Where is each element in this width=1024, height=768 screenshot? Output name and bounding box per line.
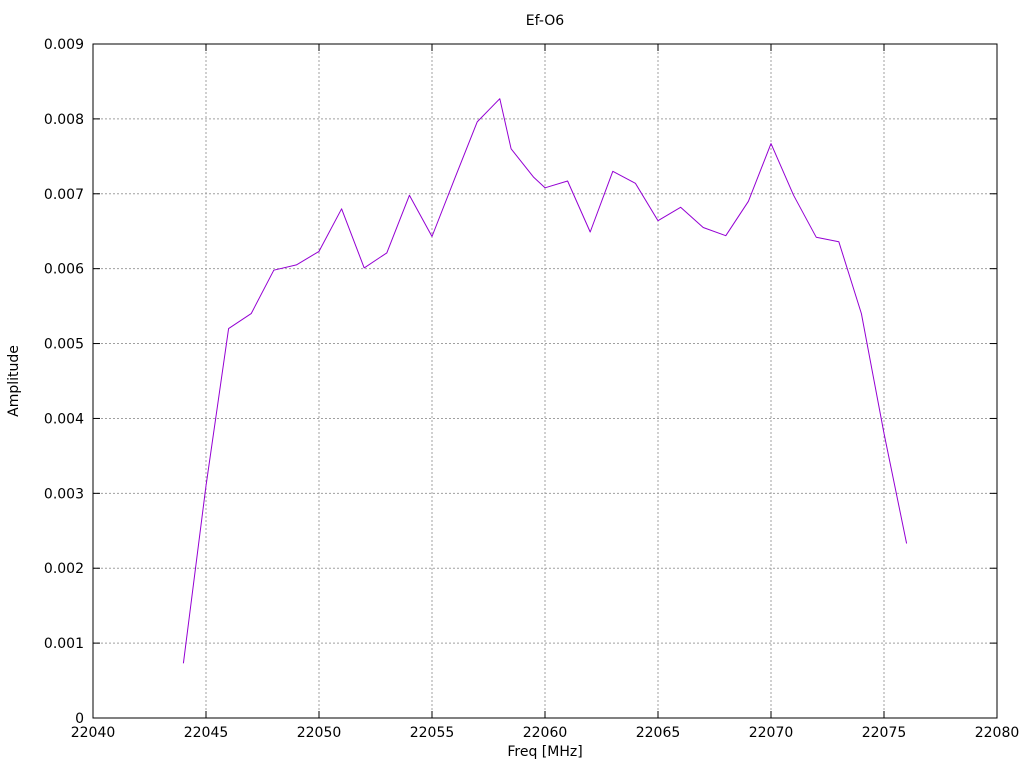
data-line — [182, 98, 908, 664]
y-tick-label: 0.009 — [44, 37, 84, 53]
x-tick-label: 22070 — [749, 725, 794, 741]
chart-title: Ef-O6 — [525, 13, 565, 29]
x-tick-label: 22045 — [184, 725, 229, 741]
y-tick-label: 0.001 — [44, 636, 84, 652]
x-tick-label: 22055 — [410, 725, 455, 741]
y-tick-label: 0 — [75, 711, 84, 727]
y-axis-label: Amplitude — [6, 345, 22, 417]
y-tick-label: 0.004 — [44, 411, 84, 427]
x-tick-label: 22065 — [636, 725, 681, 741]
y-tick-label: 0.008 — [44, 112, 84, 128]
y-tick-label: 0.005 — [44, 337, 84, 353]
y-tick-label: 0.003 — [44, 486, 84, 502]
y-tick-label: 0.006 — [44, 262, 84, 278]
x-tick-label: 22080 — [975, 725, 1020, 741]
y-tick-label: 0.007 — [44, 187, 84, 203]
x-tick-label: 22075 — [862, 725, 907, 741]
x-tick-label: 22040 — [71, 725, 116, 741]
y-tick-label: 0.002 — [44, 561, 84, 577]
x-tick-label: 22050 — [297, 725, 342, 741]
x-tick-label: 22060 — [523, 725, 568, 741]
x-axis-label: Freq [MHz] — [507, 744, 583, 760]
